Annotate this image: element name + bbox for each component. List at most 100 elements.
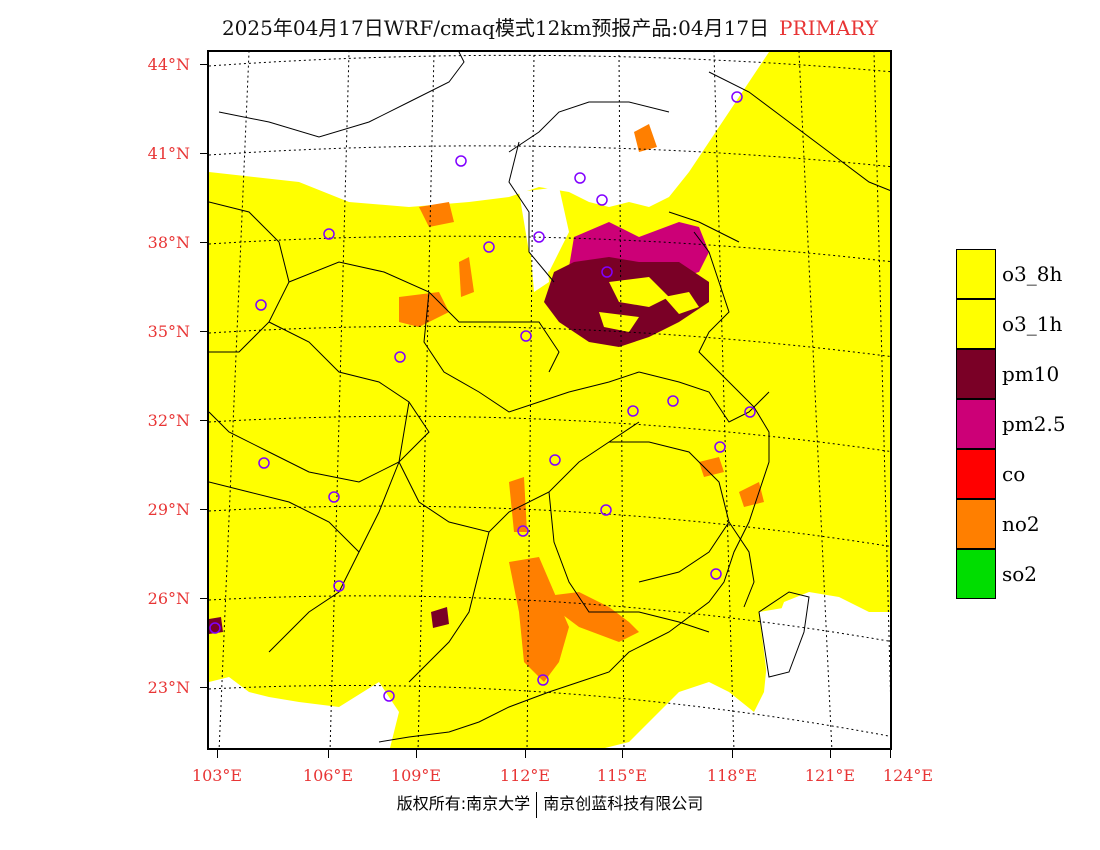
legend-item-pm25: pm2.5 xyxy=(956,399,1074,449)
tick xyxy=(200,64,207,65)
legend-item-co: co xyxy=(956,449,1074,499)
circle-icon xyxy=(596,194,608,206)
lon-label-121: 121°E xyxy=(804,766,856,785)
legend-item-no2: no2 xyxy=(956,499,1074,549)
no-data-area xyxy=(819,612,890,748)
legend-label: pm2.5 xyxy=(1002,412,1066,436)
circle-icon xyxy=(667,395,679,407)
circle-icon xyxy=(600,504,612,516)
tick xyxy=(622,750,623,758)
o3-inclusion xyxy=(664,292,699,314)
graticule xyxy=(209,52,890,748)
no2-region xyxy=(509,477,527,532)
legend-label: o3_1h xyxy=(1002,312,1063,336)
tick xyxy=(200,331,207,332)
legend-swatch xyxy=(956,499,996,549)
no2-region xyxy=(739,482,764,507)
legend-swatch xyxy=(956,349,996,399)
no2-region xyxy=(399,292,449,327)
circle-icon xyxy=(627,405,639,417)
circle-icon xyxy=(710,568,722,580)
lat-label-38: 38°N xyxy=(147,233,190,252)
lat-label-29: 29°N xyxy=(147,500,190,519)
legend-swatch xyxy=(956,399,996,449)
copyright-right: 南京创蓝科技有限公司 xyxy=(543,794,704,813)
legend-label: pm10 xyxy=(1002,362,1060,386)
lat-label-44: 44°N xyxy=(147,55,190,74)
lat-label-41: 41°N xyxy=(147,144,190,163)
tick xyxy=(525,750,526,758)
tick xyxy=(200,687,207,688)
legend-swatch xyxy=(956,449,996,499)
circle-icon xyxy=(574,172,586,184)
legend-label: o3_8h xyxy=(1002,262,1063,286)
no2-region xyxy=(539,592,639,642)
tick xyxy=(830,750,831,758)
station-markers xyxy=(209,91,756,702)
copyright-left: 版权所有:南京大学 xyxy=(396,794,531,813)
boundary-lines xyxy=(209,52,890,683)
title-tag: PRIMARY xyxy=(779,16,879,40)
no2-region xyxy=(699,457,724,477)
circle-icon xyxy=(328,491,340,503)
legend-swatch xyxy=(956,299,996,349)
legend-label: co xyxy=(1002,462,1026,486)
o3-inclusion xyxy=(599,312,639,332)
tick xyxy=(890,750,891,758)
legend-item-pm10: pm10 xyxy=(956,349,1074,399)
legend-item-o3-8h: o3_8h xyxy=(956,249,1074,299)
no2-region xyxy=(419,202,454,227)
tick xyxy=(200,242,207,243)
map-canvas xyxy=(209,52,890,748)
lat-label-35: 35°N xyxy=(147,322,190,341)
lat-label-26: 26°N xyxy=(147,589,190,608)
lat-label-23: 23°N xyxy=(147,678,190,697)
legend-swatch xyxy=(956,549,996,599)
circle-icon xyxy=(258,457,270,469)
tick xyxy=(416,750,417,758)
circle-icon xyxy=(714,441,726,453)
lon-label-109: 109°E xyxy=(390,766,442,785)
lon-label-106: 106°E xyxy=(302,766,354,785)
o3-coverage-area xyxy=(209,52,890,748)
title-main: 2025年04月17日WRF/cmaq模式12km预报产品:04月17日 xyxy=(221,16,770,40)
tick xyxy=(217,750,218,758)
footer-divider xyxy=(536,791,538,818)
map-title: 2025年04月17日WRF/cmaq模式12km预报产品:04月17日 PRIM… xyxy=(0,12,1100,41)
legend-swatch xyxy=(956,249,996,299)
no2-region xyxy=(634,124,657,152)
circle-icon xyxy=(383,690,395,702)
no-data-area xyxy=(759,602,829,692)
map-panel xyxy=(207,50,892,750)
lon-label-115: 115°E xyxy=(596,766,648,785)
copyright-footer: 版权所有:南京大学 南京创蓝科技有限公司 xyxy=(0,790,1100,818)
circle-icon xyxy=(744,406,756,418)
lon-label-124: 124°E xyxy=(882,766,934,785)
pm10-spot xyxy=(431,607,449,628)
circle-icon xyxy=(483,241,495,253)
no-data-area xyxy=(209,677,249,748)
circle-icon xyxy=(731,91,743,103)
no-data-area xyxy=(569,152,649,202)
tick xyxy=(328,750,329,758)
no2-region xyxy=(509,557,569,682)
no2-region xyxy=(459,257,474,297)
circle-icon xyxy=(517,525,529,537)
lon-label-103: 103°E xyxy=(191,766,243,785)
circle-icon xyxy=(394,351,406,363)
lat-label-32: 32°N xyxy=(147,411,190,430)
legend-item-so2: so2 xyxy=(956,549,1074,599)
lon-label-112: 112°E xyxy=(499,766,551,785)
circle-icon xyxy=(520,330,532,342)
circle-icon xyxy=(537,674,549,686)
circle-icon xyxy=(323,228,335,240)
tick xyxy=(200,153,207,154)
tick xyxy=(732,750,733,758)
tick xyxy=(200,598,207,599)
circle-icon xyxy=(209,622,221,634)
legend-label: so2 xyxy=(1002,562,1038,586)
o3-inclusion xyxy=(609,277,669,307)
legend: o3_8h o3_1h pm10 pm2.5 co no2 so2 xyxy=(956,249,1074,599)
circle-icon xyxy=(255,299,267,311)
legend-label: no2 xyxy=(1002,512,1040,536)
